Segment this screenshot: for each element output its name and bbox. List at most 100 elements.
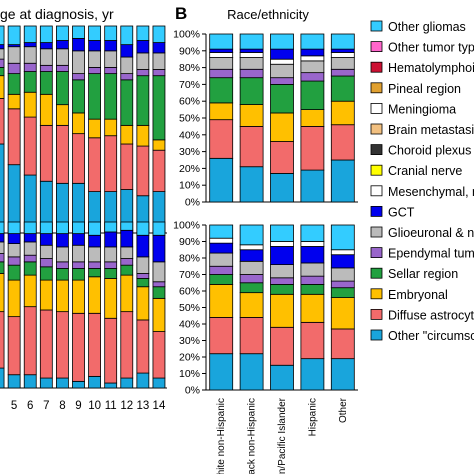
bar-segment [7,256,21,266]
bar-segment [120,258,134,266]
bar-segment [239,48,264,53]
bar-segment [56,71,69,106]
bar-segment [56,246,69,263]
x-tick-label: 8 [59,400,65,412]
bar-segment [72,233,85,246]
bar-segment [136,221,150,236]
bar-segment [209,283,234,318]
bar-segment [72,38,85,52]
bar-segment [72,50,85,75]
bar-segment [39,221,53,235]
bar-segment [152,331,166,379]
bar-segment [88,276,101,314]
bar-segment [239,282,264,294]
bar-segment [0,311,5,369]
legend-label: Other tumor type [388,41,474,55]
bar-segment [120,221,134,231]
y-tick-label: 60% [179,286,200,298]
bar-segment [88,137,101,192]
bar-segment [7,25,21,46]
bar-segment [270,364,294,391]
bar-segment [239,244,264,251]
legend-swatch [370,164,383,176]
bar-segment [88,40,101,52]
bar-segment [330,287,355,299]
legend-label: Glioeuronal & ne [388,226,474,240]
bar-segment [23,306,37,376]
bar-segment [39,42,53,50]
bar-segment [56,48,69,66]
bar-segment [23,261,37,276]
y-tick-label: 40% [179,129,200,141]
bar-segment [300,275,325,285]
bar-segment [120,124,134,145]
bar-segment [300,60,325,74]
bar-segment [152,75,166,141]
legend-label: Other gliomas [388,20,466,34]
bar-segment [23,254,37,263]
panel-a-bottom-chart: 5 6 7 8 9 10 11 12 13 14 [0,221,167,412]
bar-segment [104,67,118,75]
bar-segment [152,149,166,192]
bar-segment [209,68,234,79]
y-tick-label: 40% [179,319,200,331]
bar-segment [56,261,69,269]
bar-segment [300,126,325,171]
legend-label: Embryonal [388,288,448,302]
bar-segment [56,25,69,41]
bar-segment [136,256,150,274]
y-tick-label: 30% [179,335,200,347]
bar-segment [104,278,118,319]
bar-segment [136,273,150,279]
bar-segment [300,293,325,323]
bar-segment [120,25,134,46]
bar-segment [23,42,37,48]
bar-segment [0,221,5,235]
bar-segment [209,48,234,53]
bar-segment [209,102,234,121]
bar-segment [104,221,118,233]
bar-segment [23,91,37,118]
bar-segment [104,40,118,52]
legend-swatch [370,288,383,300]
bar-segment [152,139,166,151]
bar-segment [270,241,294,247]
bar-segment [23,25,37,43]
bar-segment [239,274,264,284]
bar-segment [209,265,234,275]
x-tick-label: 10 [88,400,101,412]
bar-segment [72,261,85,269]
bar-segment [300,109,325,127]
bar-segment [104,135,118,193]
bar-segment [88,234,101,248]
bar-segment [0,67,5,77]
bar-segment [270,326,294,366]
y-tick-label: 60% [179,96,200,108]
y-tick-label: 10% [179,368,200,380]
bar-segment [300,48,325,57]
bar-segment [136,69,150,77]
x-tick-label: Other [338,397,349,423]
bar-segment [0,241,5,254]
bar-segment [136,286,150,321]
bar-segment [152,69,166,77]
bar-segment [270,224,294,242]
bar-segment [300,80,325,111]
legend-swatch [370,226,383,238]
bar-segment [270,277,294,285]
bar-segment [39,71,53,95]
bar-segment [0,58,5,68]
bar-segment [300,262,325,277]
y-tick-label: 80% [179,253,200,265]
bar-segment [330,33,355,50]
bar-segment [88,261,101,269]
panel-b-letter: B [175,4,187,23]
bar-segment [56,40,69,50]
bar-segment [39,233,53,246]
x-tick-label: White non-Hispanic [216,398,227,474]
x-tick-label: 6 [27,400,33,412]
bar-segment [300,246,325,264]
bar-segment [0,367,5,389]
bar-segment [88,312,101,377]
